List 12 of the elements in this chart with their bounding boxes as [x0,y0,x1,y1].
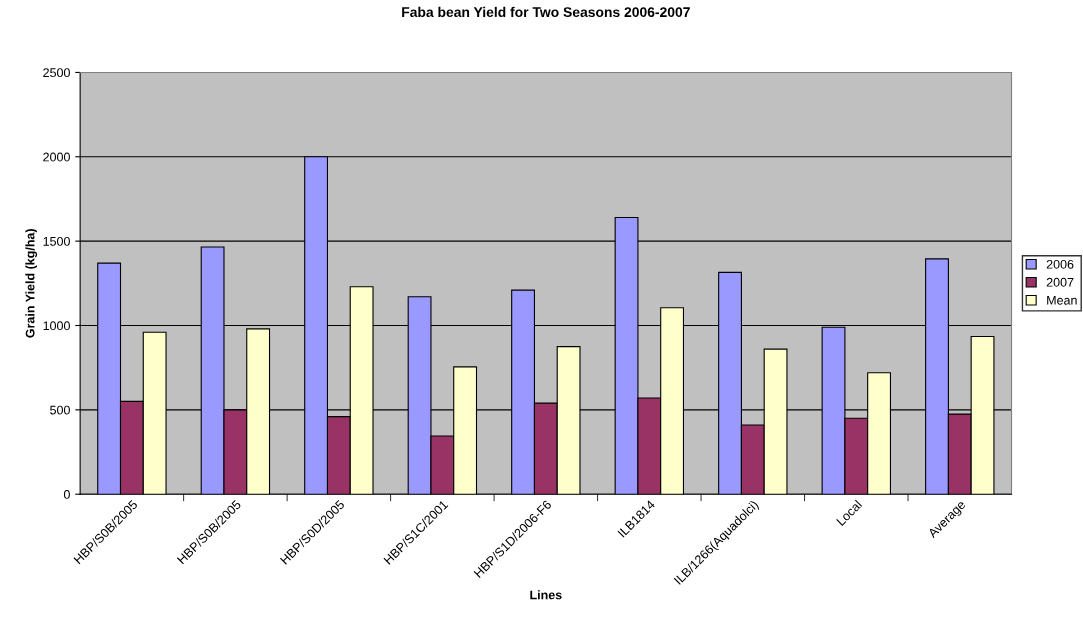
y-tick-label: 2500 [43,68,70,78]
y-tick-label: 1000 [43,321,70,331]
legend-label: Mean [1047,295,1077,305]
legend-label: 2006 [1046,259,1074,269]
chart-title: Faba bean Yield for Two Seasons 2006-2007 [402,6,690,18]
y-tick-label: 500 [50,405,70,415]
y-axis-title: Grain Yield (kg/ha) [25,229,38,338]
y-tick-label: 2000 [43,152,70,162]
y-tick-label: 0 [63,490,70,499]
x-axis-title: Lines [530,590,562,600]
legend-label: 2007 [1046,277,1074,287]
y-tick-label: 1500 [43,236,70,246]
